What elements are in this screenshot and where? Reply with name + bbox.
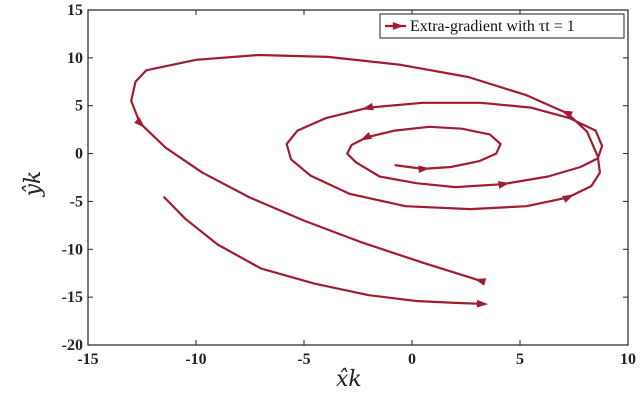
series-marker bbox=[134, 117, 145, 128]
plot-frame bbox=[87, 9, 629, 346]
y-tick-label: 10 bbox=[67, 50, 83, 67]
series-marker bbox=[562, 194, 574, 203]
x-tick-labels: -15 -10 -5 0 5 10 bbox=[77, 351, 636, 368]
y-tick-label: -15 bbox=[62, 289, 83, 306]
series-marker bbox=[474, 278, 487, 286]
series-marker bbox=[497, 181, 510, 189]
series-marker bbox=[418, 165, 430, 174]
legend-box bbox=[379, 13, 625, 39]
x-axis-label: x̂k bbox=[336, 367, 362, 392]
series-line-tail bbox=[162, 195, 482, 305]
x-tick-label: 0 bbox=[408, 351, 416, 368]
series-line bbox=[130, 53, 604, 282]
series-marker bbox=[361, 102, 374, 111]
series-marker bbox=[360, 131, 373, 141]
legend: Extra-gradient with τt = 1 bbox=[379, 13, 625, 39]
x-tick-label: -15 bbox=[77, 351, 98, 368]
x-tick-label: 5 bbox=[516, 351, 524, 368]
y-tick-labels: 15 10 5 0 -5 -10 -15 -20 bbox=[62, 2, 83, 354]
series-layer bbox=[130, 53, 604, 308]
series-marker bbox=[476, 299, 489, 308]
x-tick-label: 10 bbox=[620, 351, 636, 368]
y-tick-label: -10 bbox=[62, 241, 83, 258]
legend-label: Extra-gradient with τt = 1 bbox=[410, 18, 575, 35]
y-tick-label: 5 bbox=[75, 98, 83, 115]
legend-marker bbox=[392, 22, 404, 30]
y-tick-label: -20 bbox=[62, 337, 83, 354]
series-marker bbox=[561, 110, 573, 119]
x-tick-label: -5 bbox=[297, 351, 310, 368]
y-tick-label: 0 bbox=[75, 146, 83, 163]
tick-marks bbox=[87, 9, 629, 346]
y-tick-label: -5 bbox=[70, 193, 83, 210]
y-tick-label: 15 bbox=[67, 2, 83, 19]
x-tick-label: -10 bbox=[185, 351, 206, 368]
y-axis-label: ŷk bbox=[21, 171, 46, 198]
